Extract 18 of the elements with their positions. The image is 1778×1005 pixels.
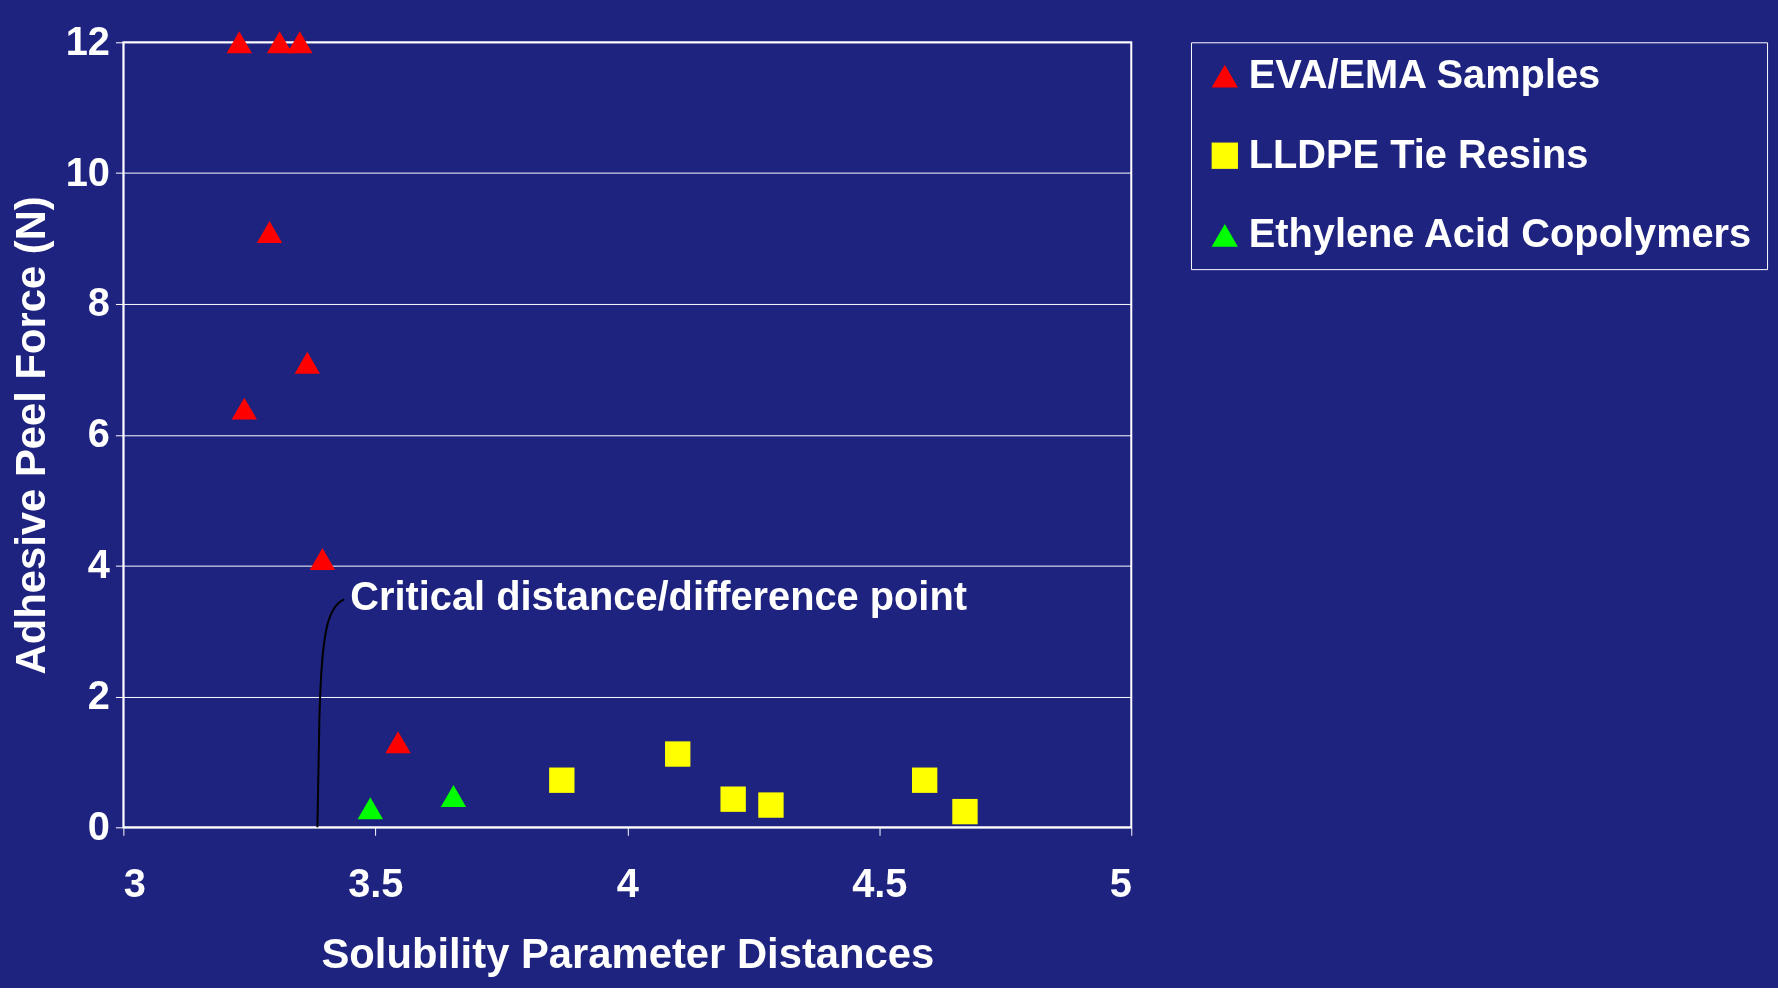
x-tick-label: 4	[616, 861, 639, 906]
legend-label: EVA/EMA Samples	[1248, 52, 1601, 97]
annotation: Critical distance/difference point	[350, 574, 967, 619]
legend-label: LLDPE Tie Resins	[1248, 131, 1589, 176]
y-tick-label: 8	[87, 280, 110, 325]
x-tick-label: 5	[1109, 861, 1132, 906]
legend-label: Ethylene Acid Copolymers	[1248, 211, 1752, 256]
x-axis-title: Solubility Parameter Distances	[321, 930, 935, 978]
y-tick-label: 12	[65, 18, 110, 63]
y-tick-label: 10	[65, 149, 110, 194]
y-tick-label: 6	[87, 411, 110, 456]
y-tick-label: 0	[87, 803, 110, 848]
x-tick-label: 3	[123, 861, 146, 906]
y-axis-title: Adhesive Peel Force (N)	[6, 196, 54, 675]
x-tick-label: 4.5	[852, 861, 908, 906]
y-tick-label: 2	[87, 672, 110, 717]
y-tick-label: 4	[87, 542, 110, 587]
x-tick-label: 3.5	[348, 861, 404, 906]
